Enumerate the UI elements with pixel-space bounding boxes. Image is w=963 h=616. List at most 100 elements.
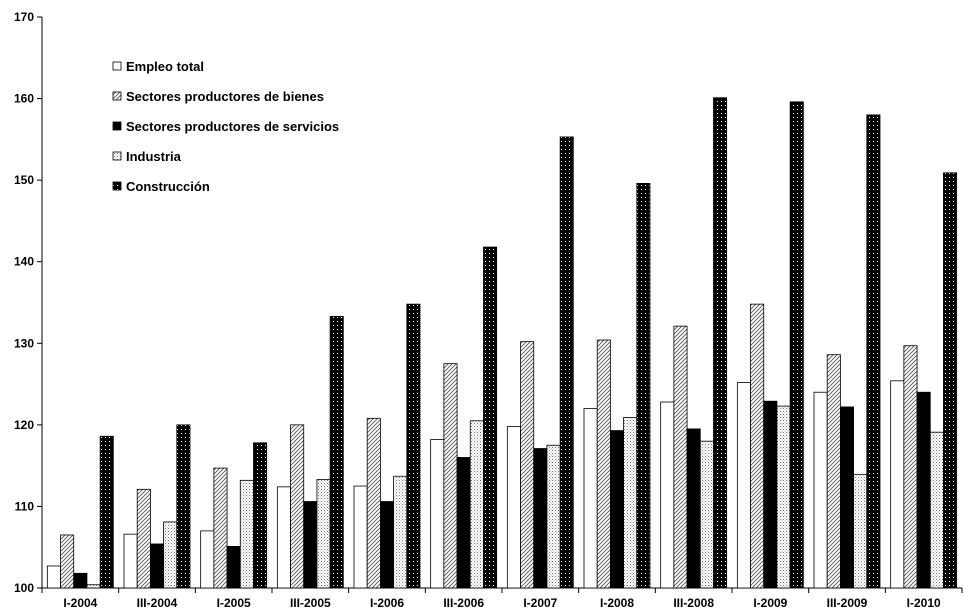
bar-sectores-productores-de-servicios-i-2004 xyxy=(73,572,88,589)
bar-sectores-productores-de-bienes-iii-2004 xyxy=(136,488,151,589)
bar-industria-i-2006 xyxy=(393,475,408,589)
legend-item-sectores-productores-de-bienes: Sectores productores de bienes xyxy=(112,89,324,104)
bar-construccion-iii-2009 xyxy=(866,114,881,589)
legend-label: Construcción xyxy=(126,179,210,194)
bar-empleo-total-iii-2009 xyxy=(813,391,828,589)
x-tick-label: I-2004 xyxy=(63,596,97,610)
bar-industria-iii-2006 xyxy=(469,420,484,589)
bar-sectores-productores-de-servicios-i-2005 xyxy=(226,545,241,589)
bar-empleo-total-i-2008 xyxy=(583,408,598,589)
bar-sectores-productores-de-bienes-iii-2008 xyxy=(673,325,688,589)
bar-sectores-productores-de-bienes-i-2007 xyxy=(520,341,535,589)
bar-sectores-productores-de-bienes-i-2008 xyxy=(596,339,611,589)
legend-item-empleo-total: Empleo total xyxy=(112,59,204,74)
legend-swatch xyxy=(112,181,122,191)
bar-industria-i-2010 xyxy=(929,431,944,589)
y-tick-label: 130 xyxy=(14,336,34,350)
bar-construccion-i-2010 xyxy=(943,172,958,589)
legend-label: Sectores productores de bienes xyxy=(126,89,324,104)
legend: Empleo total Sectores productores de bien… xyxy=(112,59,339,194)
y-tick-label: 150 xyxy=(14,173,34,187)
x-tick-label: I-2006 xyxy=(370,596,404,610)
legend-swatch xyxy=(112,61,122,71)
x-tick-label: I-2007 xyxy=(523,596,557,610)
x-tick-label: I-2005 xyxy=(217,596,251,610)
y-axis: 100 110 120 130 140 150 160 170 xyxy=(14,10,43,595)
bar-construccion-i-2006 xyxy=(406,303,421,589)
bar-empleo-total-i-2006 xyxy=(353,485,368,589)
x-tick-label: I-2009 xyxy=(753,596,787,610)
bar-construccion-i-2007 xyxy=(559,136,574,589)
bar-empleo-total-i-2005 xyxy=(200,530,215,589)
bar-sectores-productores-de-servicios-i-2007 xyxy=(533,448,548,589)
legend-item-sectores-productores-de-servicios: Sectores productores de servicios xyxy=(112,119,339,134)
legend-label: Sectores productores de servicios xyxy=(126,119,339,134)
bar-sectores-productores-de-servicios-iii-2005 xyxy=(303,501,318,589)
legend-swatch xyxy=(112,91,122,101)
x-tick-label: III-2005 xyxy=(290,596,331,610)
bar-empleo-total-i-2010 xyxy=(890,380,905,589)
y-tick-label: 100 xyxy=(14,581,34,595)
bar-construccion-iii-2005 xyxy=(329,315,344,589)
bar-industria-i-2004 xyxy=(86,584,101,589)
x-axis: I-2004 III-2004 I-2005 III-2005 I-2006 III-20… xyxy=(41,587,963,610)
y-tick-label: 160 xyxy=(14,92,34,106)
bar-industria-iii-2009 xyxy=(853,474,868,589)
bar-sectores-productores-de-bienes-iii-2005 xyxy=(290,424,305,589)
x-tick-label: III-2008 xyxy=(673,596,714,610)
bar-sectores-productores-de-servicios-iii-2006 xyxy=(456,457,471,589)
bar-construccion-iii-2004 xyxy=(176,424,191,589)
bar-construccion-i-2008 xyxy=(636,183,651,589)
bar-sectores-productores-de-servicios-iii-2008 xyxy=(686,428,701,589)
bar-industria-i-2009 xyxy=(776,405,791,589)
bar-empleo-total-i-2007 xyxy=(506,426,521,589)
bar-sectores-productores-de-servicios-i-2010 xyxy=(916,391,931,589)
x-tick-label: III-2009 xyxy=(827,596,868,610)
bar-empleo-total-iii-2004 xyxy=(123,533,138,589)
bar-sectores-productores-de-servicios-iii-2004 xyxy=(149,543,164,589)
x-tick-label: III-2004 xyxy=(137,596,178,610)
bar-construccion-iii-2008 xyxy=(713,97,728,589)
bar-construccion-i-2004 xyxy=(99,435,114,589)
y-tick-label: 110 xyxy=(15,499,35,513)
y-tick-label: 140 xyxy=(14,255,34,269)
bar-sectores-productores-de-bienes-iii-2006 xyxy=(443,363,458,589)
bar-industria-iii-2004 xyxy=(163,521,178,589)
legend-item-construccion: Construcción xyxy=(112,179,210,194)
bar-sectores-productores-de-bienes-i-2009 xyxy=(750,303,765,589)
y-tick-label: 170 xyxy=(14,10,34,24)
bar-industria-iii-2008 xyxy=(699,440,714,589)
legend-swatch xyxy=(112,151,122,161)
bar-sectores-productores-de-servicios-i-2008 xyxy=(610,430,625,589)
bar-construccion-i-2009 xyxy=(789,101,804,589)
bar-construccion-i-2005 xyxy=(253,442,268,589)
bar-industria-i-2007 xyxy=(546,444,561,589)
bar-sectores-productores-de-bienes-i-2005 xyxy=(213,467,228,589)
bar-empleo-total-iii-2008 xyxy=(660,401,675,589)
bar-industria-i-2005 xyxy=(239,479,254,589)
bar-empleo-total-iii-2006 xyxy=(430,439,445,589)
bar-sectores-productores-de-bienes-iii-2009 xyxy=(826,354,841,589)
bar-empleo-total-i-2004 xyxy=(46,565,61,589)
bar-sectores-productores-de-bienes-i-2004 xyxy=(60,534,75,589)
bar-industria-i-2008 xyxy=(623,417,638,589)
bar-empleo-total-i-2009 xyxy=(736,382,751,589)
bar-sectores-productores-de-servicios-i-2009 xyxy=(763,400,778,589)
x-tick-label: III-2006 xyxy=(443,596,484,610)
bar-empleo-total-iii-2005 xyxy=(276,486,291,589)
bar-sectores-productores-de-servicios-i-2006 xyxy=(379,501,394,589)
x-tick-label: I-2010 xyxy=(907,596,941,610)
y-tick-label: 120 xyxy=(14,418,34,432)
legend-item-industria: Industria xyxy=(112,149,182,164)
bar-sectores-productores-de-bienes-i-2006 xyxy=(366,417,381,589)
bars xyxy=(46,97,958,589)
x-tick-label: I-2008 xyxy=(600,596,634,610)
bar-sectores-productores-de-servicios-iii-2009 xyxy=(840,406,855,589)
legend-swatch xyxy=(112,121,122,131)
bar-industria-iii-2005 xyxy=(316,479,331,589)
bar-sectores-productores-de-bienes-i-2010 xyxy=(903,345,918,589)
bar-construccion-iii-2006 xyxy=(483,246,498,589)
legend-label: Empleo total xyxy=(126,59,204,74)
